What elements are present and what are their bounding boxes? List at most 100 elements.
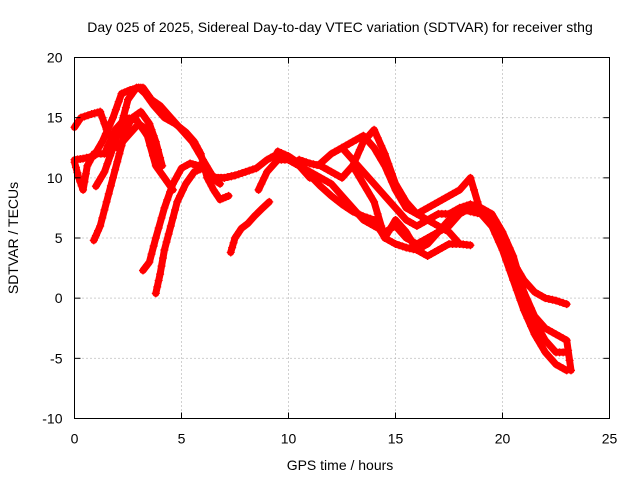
data-point: [445, 209, 453, 218]
data-point: [238, 169, 247, 178]
data-point: [359, 179, 368, 188]
data-point: [455, 203, 464, 212]
data-point: [412, 221, 421, 230]
data-point: [224, 191, 233, 200]
data-point: [416, 219, 425, 228]
data-point: [166, 113, 175, 122]
data-point: [512, 264, 521, 273]
data-point: [156, 101, 165, 110]
data-point: [352, 135, 361, 144]
data-point: [555, 332, 564, 341]
data-point: [126, 91, 135, 100]
data-point: [548, 344, 557, 353]
data-point: [366, 129, 375, 138]
data-point: [149, 242, 158, 251]
data-point: [166, 221, 175, 230]
data-point: [106, 181, 115, 190]
data-point: [377, 221, 386, 230]
data-point: [427, 213, 436, 222]
data-point: [171, 174, 180, 183]
data-point: [171, 205, 180, 214]
data-point: [555, 297, 564, 306]
data-point: [266, 163, 275, 172]
data-point: [166, 187, 175, 196]
data-point: [91, 182, 100, 191]
data-point: [195, 149, 204, 158]
data-point: [295, 155, 304, 164]
data-point: [373, 133, 382, 142]
data-point: [548, 356, 557, 365]
data-point: [87, 153, 96, 162]
data-point: [341, 147, 350, 156]
data-point: [537, 330, 546, 339]
data-point: [124, 95, 132, 104]
data-point: [302, 167, 311, 176]
data-point: [126, 117, 135, 126]
data-point: [469, 208, 478, 217]
data-point: [80, 177, 89, 186]
data-point: [519, 288, 528, 297]
data-point: [207, 181, 216, 190]
data-point: [153, 282, 162, 291]
data-point: [157, 262, 166, 271]
data-point: [103, 159, 112, 168]
data-point: [198, 155, 207, 164]
data-point: [163, 177, 172, 186]
data-point: [544, 340, 553, 349]
data-point: [146, 141, 155, 150]
data-point: [541, 324, 550, 333]
data-point: [163, 109, 172, 118]
series-track-15: [477, 203, 575, 375]
data-point: [527, 284, 536, 293]
data-point: [395, 219, 404, 228]
data-point: [226, 248, 235, 257]
data-point: [89, 236, 98, 245]
data-point: [405, 217, 414, 226]
data-point: [380, 161, 389, 170]
data-point: [229, 238, 238, 247]
data-point: [434, 246, 443, 255]
data-point: [434, 221, 443, 230]
data-point: [248, 165, 257, 174]
data-point: [352, 167, 361, 176]
data-point: [83, 161, 92, 170]
x-tick-label: 15: [388, 431, 404, 447]
data-point: [91, 231, 100, 240]
data-point: [352, 209, 361, 218]
data-point: [109, 143, 118, 152]
data-point: [111, 135, 120, 144]
data-point: [144, 91, 153, 100]
data-point: [477, 203, 486, 212]
data-point: [145, 258, 154, 267]
data-point: [105, 121, 114, 130]
data-point: [96, 221, 105, 230]
data-point: [187, 171, 196, 180]
data-point: [516, 276, 525, 285]
chart-title: Day 025 of 2025, Sidereal Day-to-day VTE…: [87, 19, 593, 35]
data-point: [445, 227, 453, 236]
data-point: [459, 205, 468, 214]
data-point: [466, 241, 475, 250]
series-line: [338, 144, 571, 308]
y-tick-label: 15: [47, 110, 63, 126]
data-point: [345, 139, 354, 148]
x-tick-label: 0: [71, 431, 79, 447]
data-point: [138, 83, 147, 92]
data-point: [544, 326, 553, 335]
data-point: [459, 181, 468, 190]
data-point: [409, 219, 418, 228]
data-point: [395, 241, 404, 250]
data-point: [362, 213, 371, 222]
data-point: [384, 227, 393, 236]
data-point: [263, 155, 272, 164]
data-point: [362, 185, 371, 194]
data-point: [191, 143, 200, 152]
data-point: [387, 177, 396, 186]
data-point: [334, 187, 343, 196]
data-point: [437, 223, 446, 232]
series-track-13: [338, 143, 571, 309]
data-point: [102, 197, 111, 206]
data-point: [309, 160, 318, 169]
data-point: [437, 195, 446, 204]
data-point: [316, 173, 325, 182]
